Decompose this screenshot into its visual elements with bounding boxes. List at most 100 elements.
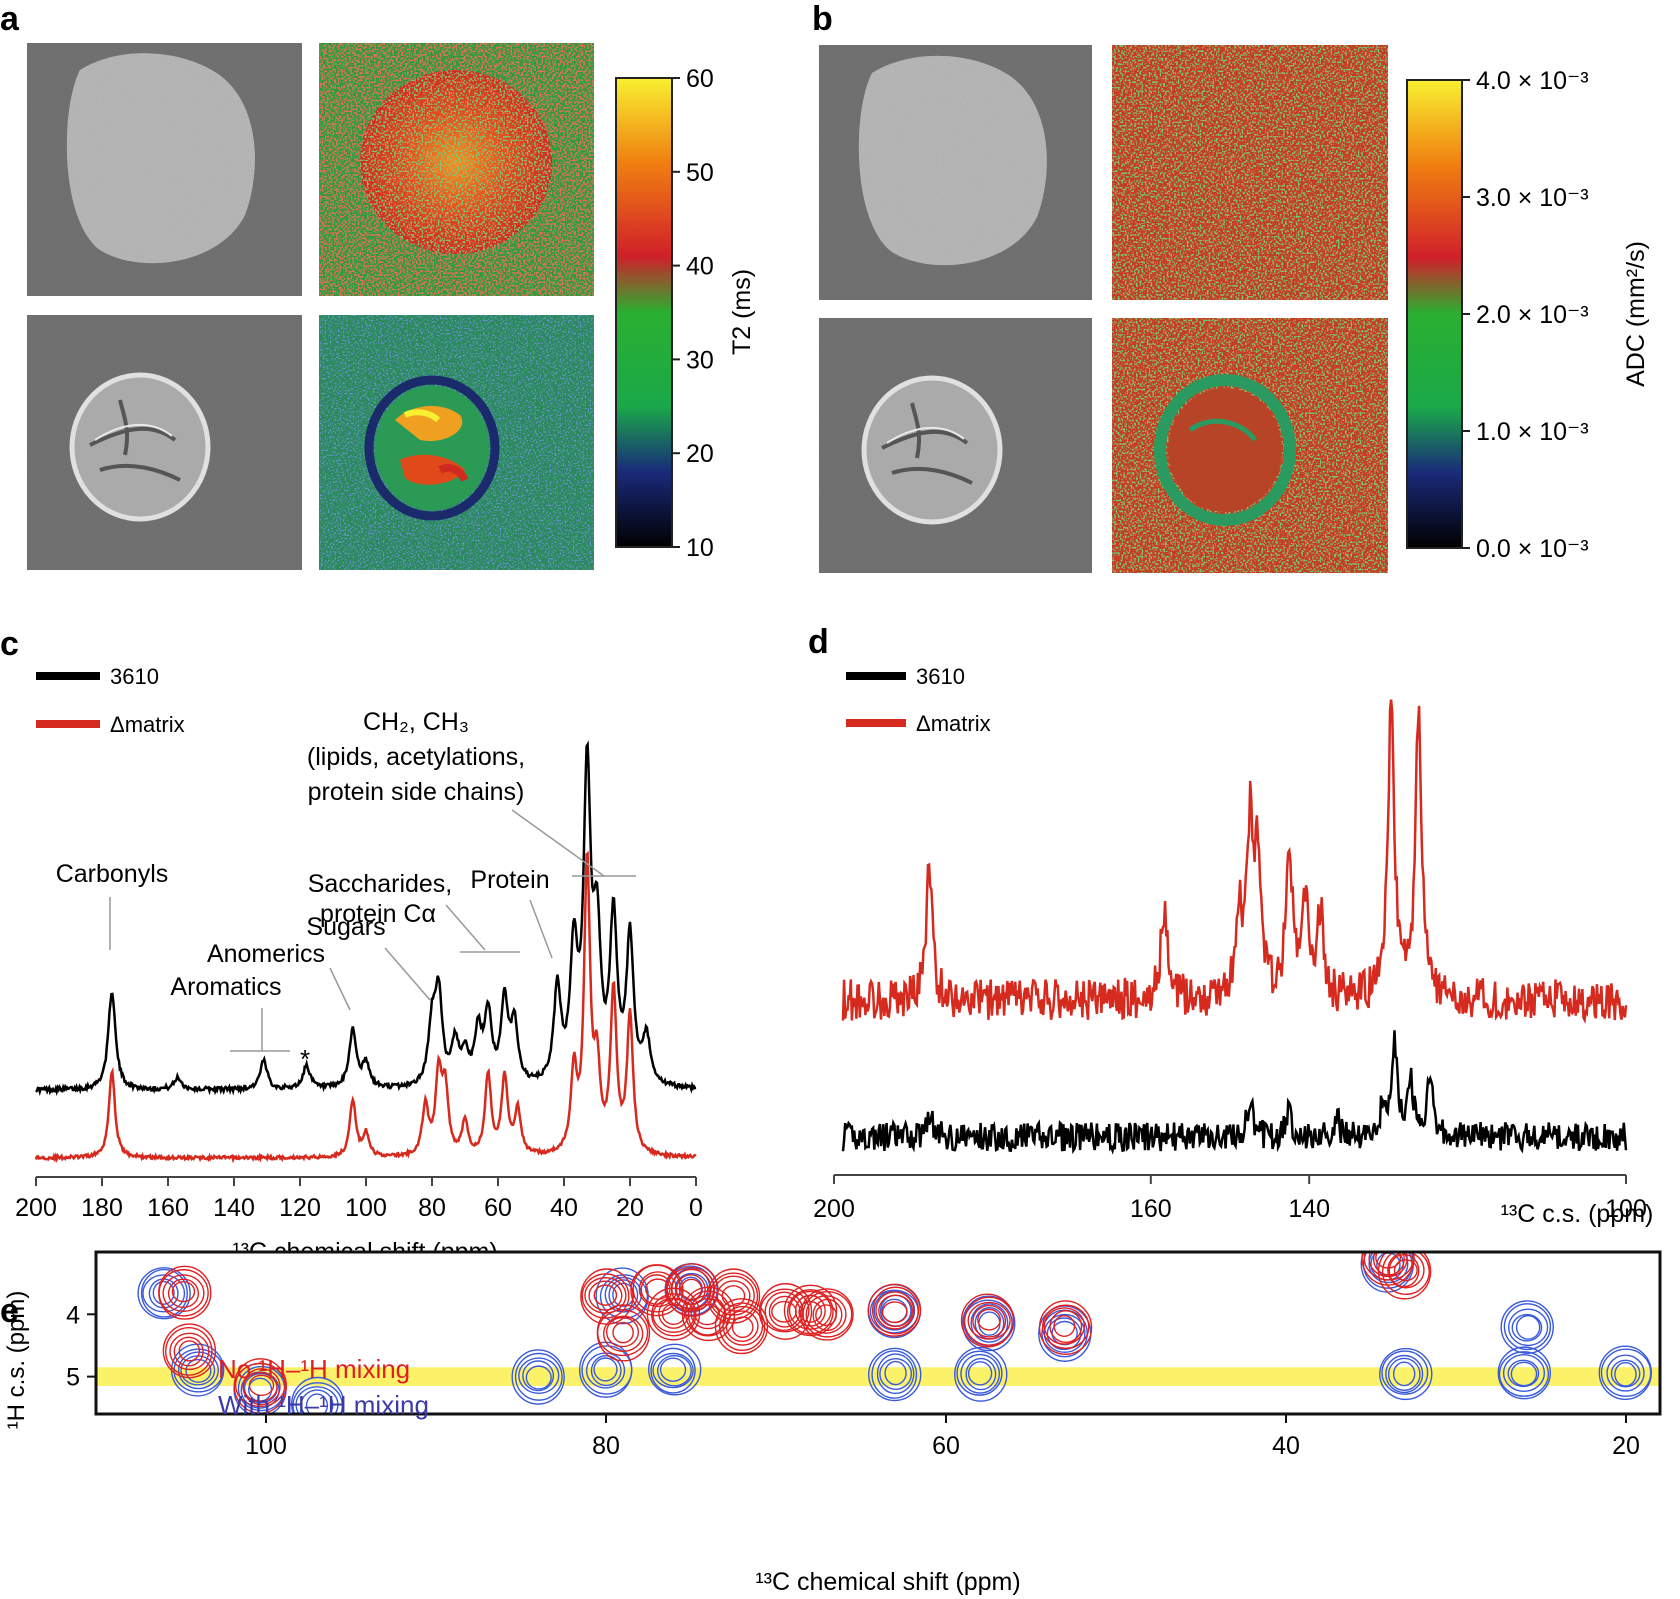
x-tick-label-c: 60 xyxy=(484,1194,512,1222)
x-axis-label-e: ¹³C chemical shift (ppm) xyxy=(755,1568,1020,1596)
y-tick-label-e: 5 xyxy=(66,1364,80,1392)
contour-with-mixing xyxy=(647,1343,702,1396)
colorbar-a-tick-label: 20 xyxy=(686,440,714,468)
contour-with-mixing xyxy=(1379,1347,1433,1401)
legend-label-3610: 3610 xyxy=(916,664,965,689)
adc-map-bottom xyxy=(1112,318,1388,573)
colorbar-a: 60 50 40 30 20 10 T2 (ms) xyxy=(615,65,756,562)
colorbar-a-tick-label: 60 xyxy=(686,65,714,93)
t2-map-bottom xyxy=(319,315,594,570)
panel-d: 3610 Δmatrix 200 160 140 100 ¹³C c.s. (ppm) xyxy=(813,664,1653,1228)
panel-label-a: a xyxy=(0,0,20,38)
panel-label-c: c xyxy=(0,625,19,663)
x-tick-label-e: 20 xyxy=(1612,1432,1640,1460)
contour-with-mixing xyxy=(868,1347,922,1402)
annotation-protein: Protein xyxy=(470,866,549,894)
x-tick-label-c: 100 xyxy=(345,1194,387,1222)
legend-no-mixing: No ¹H–¹H mixing xyxy=(218,1354,410,1384)
contour-with-mixing xyxy=(511,1349,565,1405)
contour-with-mixing xyxy=(290,1376,345,1414)
grayscale-image-bottom xyxy=(819,318,1092,573)
x-tick-label-c: 120 xyxy=(279,1194,321,1222)
colorbar-a-tick-label: 10 xyxy=(686,534,714,562)
contour-with-mixing xyxy=(1500,1300,1554,1354)
grayscale-image-top xyxy=(27,43,302,296)
x-tick-label-e: 40 xyxy=(1272,1432,1300,1460)
annotation-carbonyls: Carbonyls xyxy=(56,860,169,888)
frame-e xyxy=(94,1250,1662,1416)
grayscale-image-bottom xyxy=(27,315,302,570)
colorbar-b: 4.0 × 10⁻³ 3.0 × 10⁻³ 2.0 × 10⁻³ 1.0 × 10⁻³… xyxy=(1406,67,1650,563)
panel-label-e: e xyxy=(0,1292,19,1330)
contour-with-mixing xyxy=(1598,1345,1653,1401)
x-tick-label-c: 180 xyxy=(81,1194,123,1222)
colorbar-b-tick-label: 1.0 × 10⁻³ xyxy=(1476,418,1589,446)
x-tick-label-c: 40 xyxy=(550,1194,578,1222)
contour-no-mixing xyxy=(960,1293,1015,1348)
annotations-c: Carbonyls Anomerics Aromatics * Sugars S… xyxy=(56,708,636,1074)
annotation-ch2-ch3: CH₂, CH₃ xyxy=(363,708,469,736)
x-tick-label-c: 140 xyxy=(213,1194,255,1222)
colorbar-b-tick-label: 3.0 × 10⁻³ xyxy=(1476,184,1589,212)
annotation-protein-calpha: protein Cα xyxy=(320,900,436,928)
annotation-asterisk: * xyxy=(300,1044,310,1074)
annotation-lipids: (lipids, acetylations, xyxy=(307,743,525,771)
contour-no-mixing xyxy=(596,1304,651,1362)
x-tick-label-c: 0 xyxy=(689,1194,703,1222)
annotation-sugars: Sugars xyxy=(306,913,385,941)
colorbar-b-tick-label: 4.0 × 10⁻³ xyxy=(1476,67,1589,95)
x-tick-label-d: 100 xyxy=(1605,1195,1647,1223)
colorbar-a-tick-label: 30 xyxy=(686,346,714,374)
colorbar-a-tick-label: 40 xyxy=(686,253,714,281)
x-tick-label-d: 160 xyxy=(1130,1195,1172,1223)
colorbar-a-tick-label: 50 xyxy=(686,159,714,187)
contour-no-mixing xyxy=(867,1283,922,1337)
x-axis-label-d: ¹³C c.s. (ppm) xyxy=(1501,1200,1654,1228)
contour-no-mixing xyxy=(1038,1300,1093,1356)
annotation-saccharides: Saccharides, xyxy=(308,870,453,898)
series-dmatrix-c xyxy=(34,850,697,1164)
series-3610-d xyxy=(841,1030,1628,1155)
x-tick-label-c: 80 xyxy=(418,1194,446,1222)
panel-label-d: d xyxy=(808,623,829,661)
annotation-side-chains: protein side chains) xyxy=(308,778,525,806)
legend-label-dmatrix: Δmatrix xyxy=(110,712,185,737)
colorbar-b-label: ADC (mm²/s) xyxy=(1622,241,1650,387)
annotation-aromatics: Aromatics xyxy=(170,973,281,1001)
contour-with-mixing xyxy=(1497,1346,1552,1400)
legend-c: 3610 Δmatrix xyxy=(36,664,185,737)
series-3610-c xyxy=(35,740,697,1097)
grayscale-image-top xyxy=(819,45,1092,300)
panel-e: 100 80 60 40 20 4 5 ¹³C chemical shift (ppm) ¹… xyxy=(3,1250,1662,1596)
colorbar-b-tick-label: 2.0 × 10⁻³ xyxy=(1476,301,1589,329)
y-axis-label-e: ¹H c.s. (ppm) xyxy=(3,1291,30,1430)
annotation-anomerics: Anomerics xyxy=(207,940,325,968)
panel-b: 4.0 × 10⁻³ 3.0 × 10⁻³ 2.0 × 10⁻³ 1.0 × 10⁻³… xyxy=(819,45,1650,573)
panel-a: 60 50 40 30 20 10 T2 (ms) xyxy=(27,43,756,570)
legend-label-3610: 3610 xyxy=(110,664,159,689)
panel-c: 3610 Δmatrix 200 180 160 140 120 100 80 60 40 20 0… xyxy=(15,664,703,1266)
contour-no-mixing xyxy=(162,1323,217,1379)
panel-label-b: b xyxy=(812,0,833,38)
x-tick-label-c: 20 xyxy=(616,1194,644,1222)
legend-label-dmatrix: Δmatrix xyxy=(916,711,991,736)
x-tick-label-c: 160 xyxy=(147,1194,189,1222)
x-tick-label-d: 200 xyxy=(813,1195,855,1223)
legend-d: 3610 Δmatrix xyxy=(846,664,991,736)
x-tick-label-e: 100 xyxy=(245,1432,287,1460)
contour-with-mixing xyxy=(954,1346,1008,1402)
series-dmatrix-d xyxy=(841,699,1628,1024)
x-tick-label-e: 60 xyxy=(932,1432,960,1460)
adc-map-top xyxy=(1112,45,1388,300)
contour-no-mixing xyxy=(800,1288,854,1341)
y-tick-label-e: 4 xyxy=(66,1301,80,1329)
contour-no-mixing xyxy=(233,1358,287,1414)
x-tick-label-d: 140 xyxy=(1288,1195,1330,1223)
colorbar-a-label: T2 (ms) xyxy=(728,269,756,355)
t2-map-top xyxy=(319,43,594,296)
contour-no-mixing xyxy=(158,1265,212,1320)
x-tick-label-e: 80 xyxy=(592,1432,620,1460)
colorbar-b-tick-label: 0.0 × 10⁻³ xyxy=(1476,535,1589,563)
x-tick-label-c: 200 xyxy=(15,1194,57,1222)
